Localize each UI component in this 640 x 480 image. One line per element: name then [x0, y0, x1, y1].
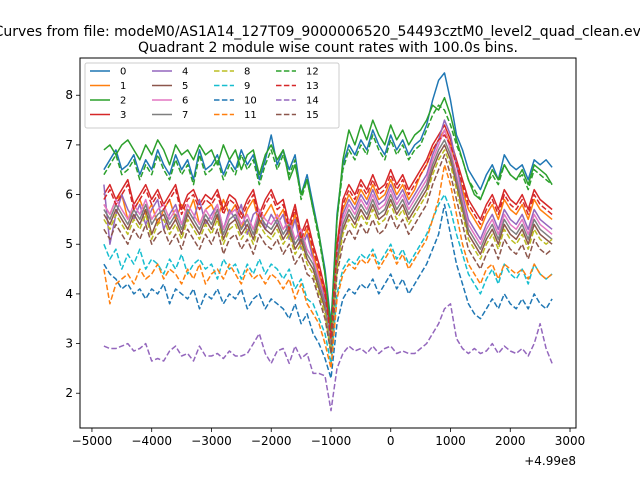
figure-suptitle: Curves from file: modeM0/AS1A14_127T09_9… [0, 24, 640, 40]
series-line-11 [103, 164, 553, 370]
chart-title: Quadrant 2 module wise count rates with … [138, 40, 518, 56]
legend-label: 9 [244, 81, 250, 92]
legend-box [84, 62, 340, 129]
y-tick-label: 2 [65, 386, 73, 400]
legend-label: 8 [244, 67, 250, 78]
series-line-2 [103, 96, 553, 330]
x-tick-label: −2000 [251, 434, 292, 448]
x-tick-label: 0 [387, 434, 395, 448]
legend-label: 13 [306, 81, 319, 92]
series-line-10 [103, 203, 553, 380]
legend-label: 4 [182, 67, 188, 78]
plot-frame [79, 57, 577, 429]
y-tick-label: 3 [65, 337, 73, 351]
series-lines [103, 72, 553, 412]
x-tick-label: 3000 [555, 434, 586, 448]
legend-label: 1 [120, 81, 126, 92]
x-tick-label: −1000 [311, 434, 352, 448]
x-tick-label: 1000 [435, 434, 466, 448]
legend-label: 15 [306, 110, 319, 121]
legend-label: 6 [182, 96, 188, 107]
y-tick-label: 7 [65, 138, 73, 152]
legend-label: 10 [244, 96, 257, 107]
legend-label: 7 [182, 110, 188, 121]
series-line-14 [103, 303, 553, 412]
x-offset-label: +4.99e8 [524, 454, 576, 468]
legend-label: 3 [120, 110, 126, 121]
legend-label: 5 [182, 81, 188, 92]
legend-label: 0 [120, 67, 126, 78]
axis-ticks: −5000 −4000 −3000 −2000 −1000 0 1000 2000 3000 2 3… [65, 88, 585, 448]
series-line-9 [103, 193, 553, 365]
legend-label: 12 [306, 67, 319, 78]
series-line-15 [103, 154, 553, 355]
legend-label: 2 [120, 96, 126, 107]
x-tick-label: 2000 [495, 434, 526, 448]
series-line-7 [103, 139, 553, 350]
series-line-13 [103, 134, 553, 340]
y-tick-label: 6 [65, 188, 73, 202]
y-tick-label: 5 [65, 237, 73, 251]
x-tick-label: −3000 [191, 434, 232, 448]
x-tick-label: −5000 [72, 434, 113, 448]
legend-label: 11 [244, 110, 257, 121]
x-tick-label: −4000 [131, 434, 172, 448]
y-tick-label: 4 [65, 287, 73, 301]
legend-label: 14 [306, 96, 319, 107]
y-tick-label: 8 [65, 88, 73, 102]
